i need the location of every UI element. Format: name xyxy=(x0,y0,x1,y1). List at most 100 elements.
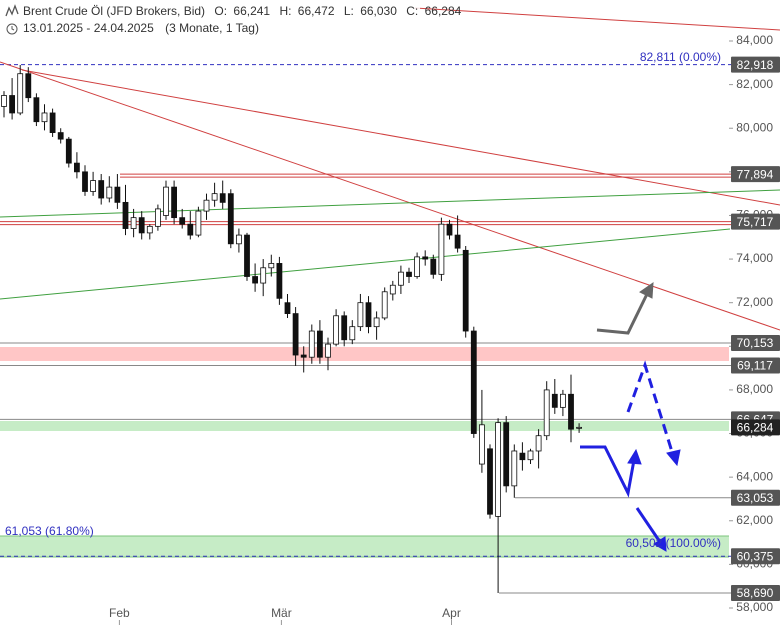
candle-body xyxy=(219,193,226,203)
level-label: 69,117 xyxy=(737,359,773,373)
candle-body xyxy=(114,186,121,203)
level-box xyxy=(731,584,780,601)
candle-body xyxy=(300,354,307,358)
level-label: 63,053 xyxy=(737,491,774,505)
level-label: 70,153 xyxy=(737,336,774,350)
trend-line xyxy=(0,189,780,218)
candle-body xyxy=(25,73,32,99)
candle-body xyxy=(260,267,267,284)
candle-body xyxy=(487,448,493,515)
candle-body xyxy=(470,330,477,434)
candle-body xyxy=(414,256,421,277)
candle-body xyxy=(422,256,429,260)
y-tick-label: 64,000 xyxy=(736,469,773,483)
level-label: 77,894 xyxy=(737,167,774,181)
support-zone xyxy=(0,421,729,431)
level-label: 58,690 xyxy=(737,586,774,600)
annotation: 61,053 (61.80%) xyxy=(5,524,94,538)
candle-body xyxy=(276,263,283,299)
annotation: 82,811 (0.00%) xyxy=(640,50,721,64)
level-box xyxy=(731,213,780,230)
candle-body xyxy=(438,223,445,275)
trend-line xyxy=(21,69,780,206)
clock-icon xyxy=(6,23,18,35)
header-line: 13.01.2025 - 24.04.2025 (3 Monate, 1 Tag… xyxy=(23,21,259,35)
candle-body xyxy=(284,302,291,314)
trend-line xyxy=(414,7,780,31)
candle-body xyxy=(179,217,186,225)
legend-label: C: xyxy=(406,4,418,18)
candle-body xyxy=(511,450,518,487)
trend-line xyxy=(0,228,731,300)
candle-body xyxy=(41,112,48,123)
candle-body xyxy=(430,258,437,275)
level-boxes: 82,91877,89475,71770,15369,11766,64766,2… xyxy=(731,56,780,601)
candle-body xyxy=(33,97,40,123)
candle-body xyxy=(446,223,453,236)
candle-body xyxy=(462,249,469,332)
x-tick-label: Feb xyxy=(109,606,130,620)
y-tick-label: 58,000 xyxy=(736,600,773,614)
arrow xyxy=(626,360,675,456)
y-tick-label: 80,000 xyxy=(736,120,773,134)
level-box xyxy=(731,56,780,73)
candle-body xyxy=(106,186,113,199)
candle-body xyxy=(268,263,275,269)
legend-value: 66,472 xyxy=(298,4,335,18)
candle-body xyxy=(203,199,210,212)
candle-body xyxy=(90,180,96,192)
arrow-head xyxy=(653,536,667,552)
candle-body xyxy=(389,284,396,295)
candle-body xyxy=(560,393,566,408)
arrow xyxy=(596,291,650,335)
title: Brent Crude Öl (JFD Brokers, Bid) xyxy=(23,4,205,18)
candle-body xyxy=(527,450,534,461)
candle-body xyxy=(341,315,348,341)
candle-body xyxy=(478,424,485,465)
candle-body xyxy=(397,271,404,286)
y-tick-label: 74,000 xyxy=(736,251,773,265)
candle-body xyxy=(9,95,16,114)
level-label: 82,918 xyxy=(737,58,774,72)
arrow xyxy=(635,507,662,543)
arrows xyxy=(580,281,681,552)
candle-body xyxy=(325,343,331,358)
candle-body xyxy=(211,193,218,201)
candle-body xyxy=(308,330,315,358)
period: (3 Monate, 1 Tag) xyxy=(165,21,259,35)
legend-label: L: xyxy=(344,4,354,18)
chart-icon xyxy=(5,4,19,17)
arrow xyxy=(580,445,636,498)
y-tick-label: 62,000 xyxy=(736,513,773,527)
candle-body xyxy=(57,132,64,140)
arrow-head xyxy=(666,449,681,467)
legend-value: 66,241 xyxy=(233,4,270,18)
candle-body xyxy=(576,426,582,429)
candle-body xyxy=(98,180,105,199)
candle-body xyxy=(357,302,364,328)
level-box xyxy=(731,548,780,565)
candle-body xyxy=(495,422,502,517)
candle-body xyxy=(535,435,542,452)
x-tick-label: Apr xyxy=(442,606,461,620)
candle-body xyxy=(252,276,259,284)
level-label: 75,717 xyxy=(737,215,774,229)
candle-body xyxy=(292,313,299,356)
support-zone xyxy=(0,536,729,557)
level-box xyxy=(731,334,780,351)
candle-body xyxy=(551,393,558,408)
legend-label: O: xyxy=(214,4,227,18)
y-tick-label: 84,000 xyxy=(736,33,773,47)
legend-label: H: xyxy=(279,4,291,18)
arrow-head xyxy=(627,448,642,465)
candle-body xyxy=(171,186,178,219)
candle-body xyxy=(349,326,356,341)
clock-hand xyxy=(11,26,15,31)
header: Brent Crude Öl (JFD Brokers, Bid) O: 66,… xyxy=(0,0,462,38)
candle-body xyxy=(373,317,380,328)
candle-body xyxy=(122,201,129,229)
candle-body xyxy=(163,186,169,216)
level-label: 66,284 xyxy=(737,421,774,435)
candle-body xyxy=(195,210,202,236)
